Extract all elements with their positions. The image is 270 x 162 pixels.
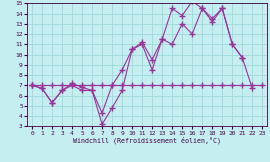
X-axis label: Windchill (Refroidissement éolien,°C): Windchill (Refroidissement éolien,°C)	[73, 137, 221, 144]
